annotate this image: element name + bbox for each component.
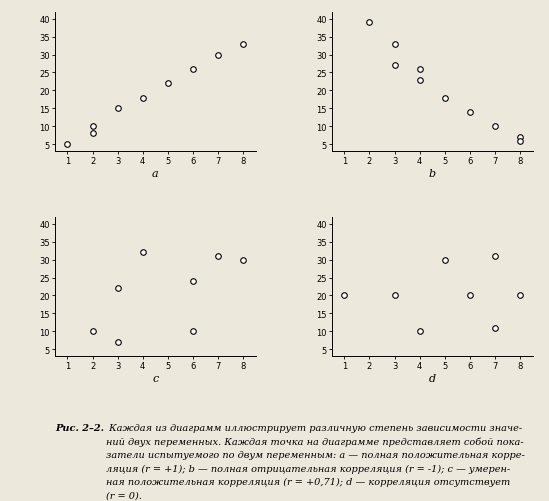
X-axis label: c: c bbox=[152, 373, 158, 383]
Text: Рис. 2–2.: Рис. 2–2. bbox=[55, 423, 104, 432]
X-axis label: a: a bbox=[152, 168, 159, 178]
X-axis label: b: b bbox=[429, 168, 436, 178]
Text: (r = 0).: (r = 0). bbox=[107, 490, 142, 499]
X-axis label: d: d bbox=[429, 373, 436, 383]
Text: ная положительная корреляция (r = +0,71); d — корреляция отсутствует: ная положительная корреляция (r = +0,71)… bbox=[107, 477, 511, 486]
Text: Каждая из диаграмм иллюстрирует различную степень зависимости значе-: Каждая из диаграмм иллюстрирует различну… bbox=[107, 423, 523, 432]
Text: затели испытуемого по двум переменным: a — полная положительная корре-: затели испытуемого по двум переменным: a… bbox=[107, 450, 525, 459]
Text: ляция (r = +1); b — полная отрицательная корреляция (r = -1); c — умерен-: ляция (r = +1); b — полная отрицательная… bbox=[107, 463, 511, 473]
Text: ний двух переменных. Каждая точка на диаграмме представляет собой пока-: ний двух переменных. Каждая точка на диа… bbox=[107, 437, 524, 446]
